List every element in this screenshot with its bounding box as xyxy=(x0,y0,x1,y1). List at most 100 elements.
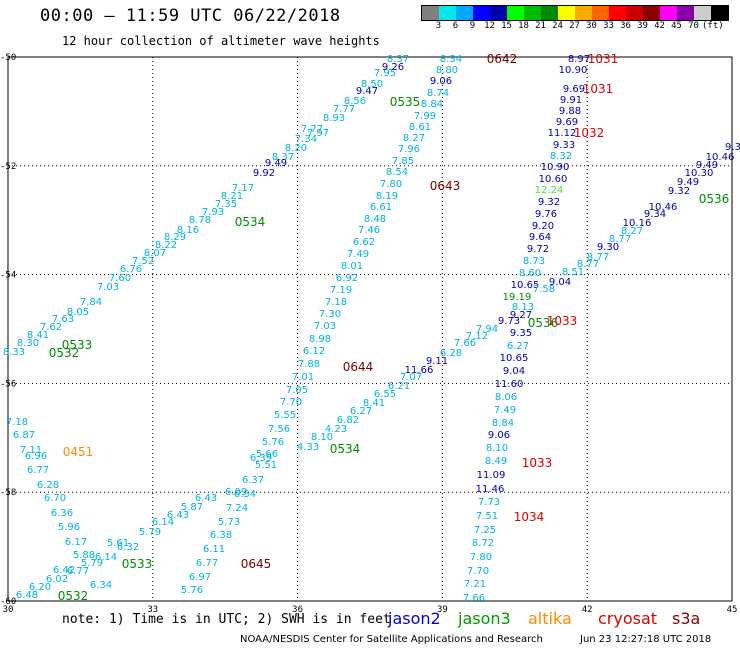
legend-swatch xyxy=(473,6,490,20)
wave-height-label: 6.02 xyxy=(46,574,68,585)
legend-swatch xyxy=(422,6,439,20)
wave-height-label: 8.56 xyxy=(344,96,366,107)
wave-height-label: 9.69 xyxy=(563,84,585,95)
pass-time-code: 0534 xyxy=(330,442,361,456)
wave-height-label: 6.39 xyxy=(250,453,272,464)
wave-height-label: 7.66 xyxy=(463,593,485,604)
wave-height-label: 6.48 xyxy=(16,590,38,601)
wave-height-label: 6.77 xyxy=(67,566,89,577)
wave-height-label: 5.66 xyxy=(256,449,278,460)
wave-height-label: 7.88 xyxy=(298,359,320,370)
wave-height-label: 9.11 xyxy=(426,356,448,367)
wave-height-label: 8.16 xyxy=(177,225,199,236)
wave-height-label: 7.63 xyxy=(52,314,74,325)
wave-height-label: 10.60 xyxy=(539,174,568,185)
wave-height-label: 7.17 xyxy=(232,183,254,194)
wave-height-label: 7.35 xyxy=(215,199,237,210)
wave-height-label: 6.55 xyxy=(374,389,396,400)
wave-height-label: 19.19 xyxy=(503,292,532,303)
wave-height-label: 5.76 xyxy=(262,437,284,448)
legend-swatch xyxy=(524,6,541,20)
wave-height-label: 8.48 xyxy=(364,214,386,225)
wave-height-label: 11.09 xyxy=(477,470,506,481)
wave-height-label: 7.60 xyxy=(109,273,131,284)
wave-height-label: 7.24 xyxy=(226,503,248,514)
page-subtitle: 12 hour collection of altimeter wave hei… xyxy=(62,34,380,48)
wave-height-label: 8.98 xyxy=(309,334,331,345)
wave-height-label: 10.16 xyxy=(623,218,652,229)
legend-label: 15 xyxy=(501,21,512,31)
legend-label: 24 xyxy=(552,21,563,31)
wave-height-label: 9.72 xyxy=(527,244,549,255)
legend-swatch xyxy=(507,6,524,20)
wave-height-label: 6.12 xyxy=(303,346,325,357)
wave-height-label: 9.06 xyxy=(488,430,510,441)
x-tick-label: 39 xyxy=(437,605,448,615)
wave-height-label: 9.64 xyxy=(529,232,551,243)
wave-height-label: 8.29 xyxy=(164,232,186,243)
wave-height-label: 4.23 xyxy=(325,424,347,435)
wave-height-label: 7.25 xyxy=(474,525,496,536)
legend-label: 70 xyxy=(688,21,699,31)
wave-height-label: 9.06 xyxy=(430,76,452,87)
pass-time-code: 1032 xyxy=(574,126,605,140)
wave-height-label: 6.77 xyxy=(27,465,49,476)
page-title: 00:00 – 11:59 UTC 06/22/2018 xyxy=(40,6,341,26)
wave-height-label: 7.12 xyxy=(466,331,488,342)
pass-time-code: 0535 xyxy=(390,95,421,109)
legend-label: 33 xyxy=(603,21,614,31)
wave-height-label: 8.60 xyxy=(519,268,541,279)
wave-height-label: 7.51 xyxy=(476,511,498,522)
wave-height-label: 9.30 xyxy=(597,242,619,253)
legend-swatch xyxy=(439,6,456,20)
x-tick-label: 42 xyxy=(582,605,593,615)
wave-height-label: 9.73 xyxy=(498,316,520,327)
wave-height-label: 8.61 xyxy=(409,122,431,133)
pass-time-code: 0532 xyxy=(49,346,80,360)
pass-time-code: 0533 xyxy=(62,338,93,352)
legend-label: 30 xyxy=(586,21,597,31)
wave-height-label: 5.76 xyxy=(181,585,203,596)
wave-height-label: 8.21 xyxy=(221,191,243,202)
wave-height-label: 8.97 xyxy=(568,54,590,65)
pass-time-code: 1033 xyxy=(522,456,553,470)
wave-height-label: 7.30 xyxy=(319,309,341,320)
wave-height-label: 6.87 xyxy=(13,430,35,441)
wave-height-label: 7.62 xyxy=(40,322,62,333)
wave-height-label: 6.14 xyxy=(152,517,174,528)
wave-height-label: 6.61 xyxy=(370,202,392,213)
wave-height-label: 6.27 xyxy=(350,406,372,417)
satellite-legend-jason3: jason3 xyxy=(458,609,511,628)
pass-time-code: 0451 xyxy=(63,445,94,459)
wave-height-label: 6.76 xyxy=(120,264,142,275)
wave-height-label: 7.70 xyxy=(467,566,489,577)
wave-height-label: 7.56 xyxy=(268,424,290,435)
wave-height-label: 8.22 xyxy=(155,240,177,251)
wave-height-label: 9.04 xyxy=(549,277,571,288)
wave-height-label: 8.34 xyxy=(440,54,462,65)
pass-time-code: 0642 xyxy=(487,52,518,66)
wave-height-label: 8.10 xyxy=(486,443,508,454)
pass-time-code: 1034 xyxy=(514,510,545,524)
wave-height-label: 6.21 xyxy=(388,381,410,392)
wave-height-label: 7.52 xyxy=(132,256,154,267)
legend-swatch xyxy=(711,6,728,20)
wave-height-label: 8.93 xyxy=(323,113,345,124)
pass-time-code: 0536 xyxy=(699,192,730,206)
wave-height-label: 9.32 xyxy=(668,186,690,197)
wave-height-label: 8.51 xyxy=(562,267,584,278)
legend-label: 39 xyxy=(637,21,648,31)
wave-height-label: 7.03 xyxy=(314,321,336,332)
wave-height-label: 7.77 xyxy=(333,104,355,115)
wave-height-label: 9.69 xyxy=(556,117,578,128)
satellite-legend-jason2: jason2 xyxy=(388,609,441,628)
wave-height-label: 10.30 xyxy=(685,168,714,179)
wave-height-label: 6.37 xyxy=(242,475,264,486)
wave-height-label: 8.33 xyxy=(3,347,25,358)
wave-height-label: 11.12 xyxy=(548,128,577,139)
pass-time-code: 1031 xyxy=(588,52,619,66)
wave-height-label: 6.32 xyxy=(117,542,139,553)
legend-swatch xyxy=(575,6,592,20)
legend-label: 12 xyxy=(484,21,495,31)
wave-height-label: 6.28 xyxy=(440,348,462,359)
